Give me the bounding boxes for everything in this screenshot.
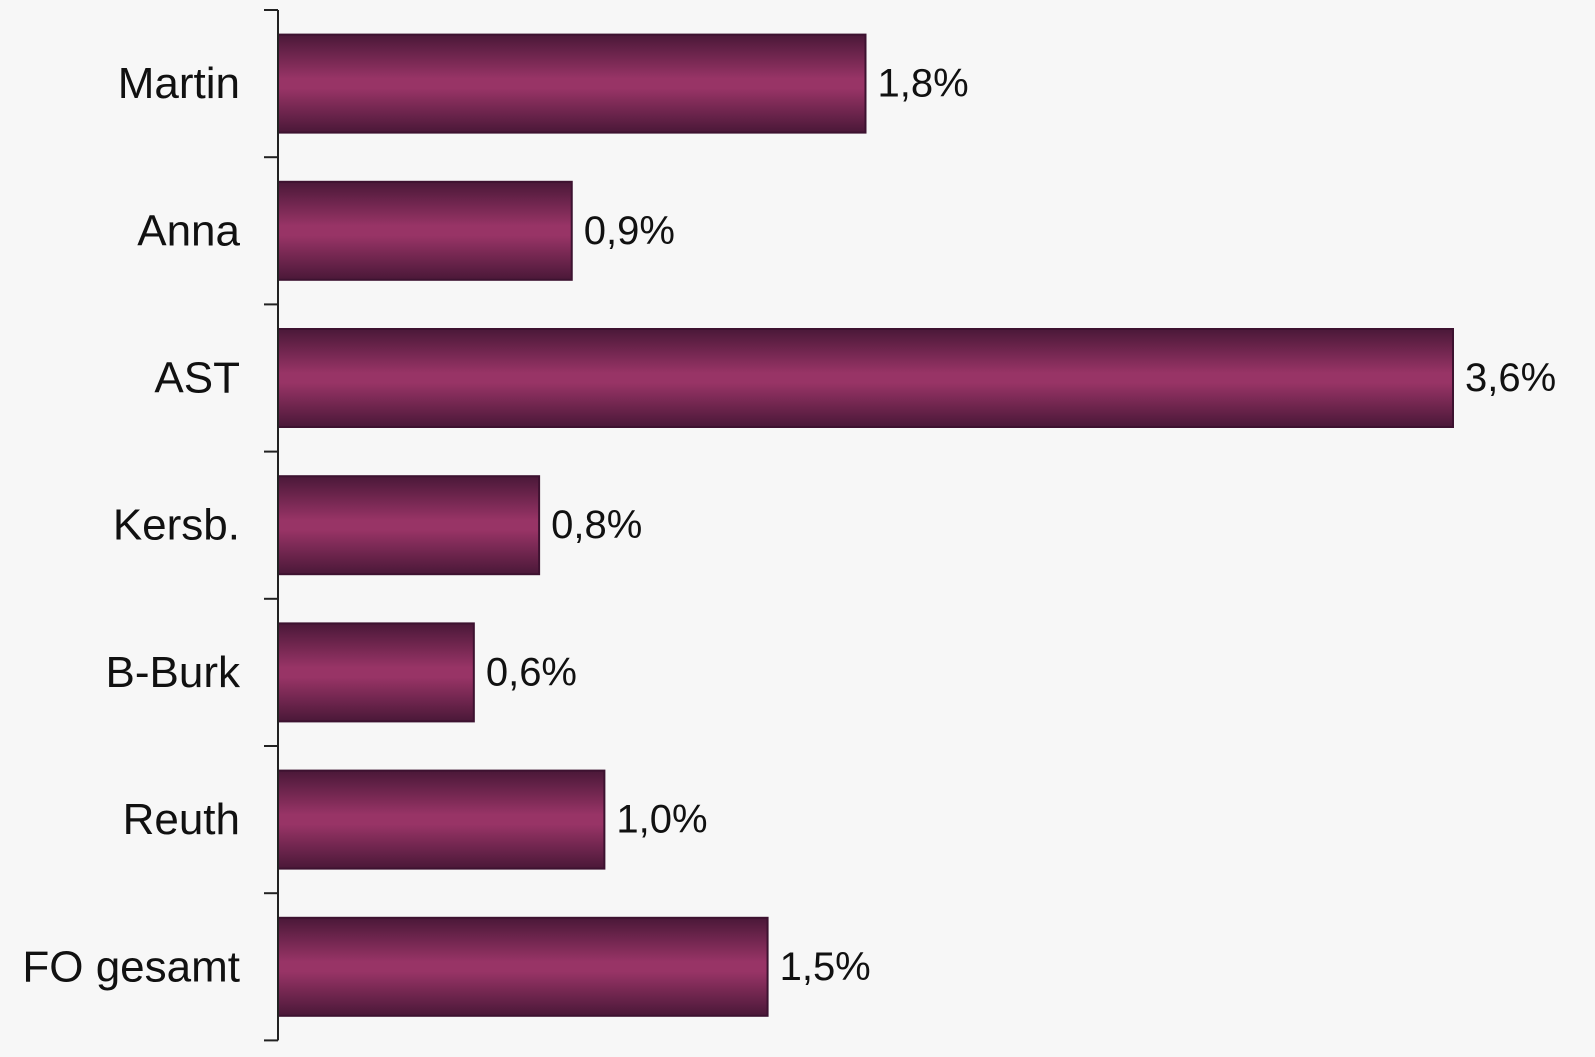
bar-martin	[277, 33, 867, 134]
bars-group	[277, 33, 1454, 1017]
bar-reuth	[277, 769, 606, 870]
bar-b-burk	[277, 622, 475, 723]
category-label: Kersb.	[113, 501, 240, 550]
category-label: Anna	[137, 206, 240, 255]
y-axis	[264, 9, 279, 1042]
category-label: Martin	[118, 59, 240, 108]
value-label: 1,0%	[616, 798, 707, 842]
category-label: B-Burk	[106, 648, 241, 697]
value-label: 0,6%	[486, 650, 577, 694]
category-label: FO gesamt	[22, 942, 240, 991]
value-label: 0,8%	[551, 503, 642, 547]
bar-ast	[277, 328, 1454, 428]
value-label: 3,6%	[1465, 356, 1556, 400]
bar-fo-gesamt	[277, 916, 769, 1017]
bar-anna	[277, 180, 573, 281]
value-label: 1,8%	[878, 62, 969, 106]
bar-kersb	[277, 475, 541, 576]
value-label: 0,9%	[584, 209, 675, 253]
value-label: 1,5%	[780, 945, 871, 989]
labels-group: Martin 1,8% Anna 0,9% AST 3,6% Kersb. 0,8% B-Bur…	[22, 59, 1556, 991]
category-label: Reuth	[123, 795, 240, 844]
category-label: AST	[154, 354, 240, 403]
